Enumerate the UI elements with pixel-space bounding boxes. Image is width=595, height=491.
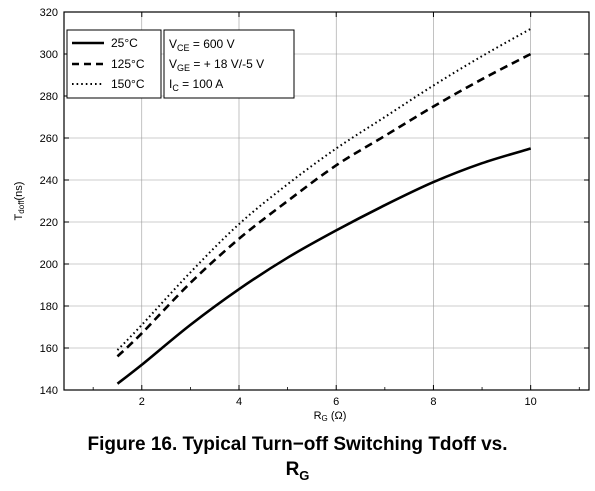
axis-ticks: 140 160 180 200 220 240 260 280 300 320 2 4 6 8 10 — [40, 7, 589, 408]
y-tick-label-140: 140 — [40, 385, 58, 397]
x-axis-title: RG (Ω) — [314, 410, 347, 423]
caption-symbol: R — [285, 459, 300, 480]
condition-ic-value: = 100 A — [179, 77, 223, 91]
condition-vge-subscript: GE — [177, 63, 190, 73]
y-tick-label-260: 260 — [40, 133, 58, 145]
legend: 25°C 125°C 150°C — [66, 29, 162, 99]
series-line-1 — [116, 52, 532, 358]
condition-vce-subscript: CE — [177, 43, 190, 53]
y-tick-label-280: 280 — [40, 91, 58, 103]
y-tick-label-220: 220 — [40, 217, 58, 229]
y-tick-label-160: 160 — [40, 343, 58, 355]
x-axis-title-subscript: G — [322, 414, 328, 423]
y-tick-label-320: 320 — [40, 7, 58, 19]
condition-vce-symbol: V — [169, 37, 177, 51]
series-group — [116, 27, 532, 385]
y-axis-title-main: T — [13, 213, 25, 220]
x-tick-label-2: 2 — [139, 396, 145, 408]
caption-line-1: Figure 16. Typical Turn−off Switching Td… — [87, 434, 508, 455]
condition-vce: VCE = 600 V — [169, 37, 235, 53]
y-axis-title-unit: (ns) — [13, 182, 25, 201]
y-tick-label-200: 200 — [40, 259, 58, 271]
x-tick-label-4: 4 — [236, 396, 242, 408]
caption-subscript: G — [299, 468, 310, 483]
y-axis-title-subscript: doff — [17, 200, 26, 214]
condition-ic-symbol: I — [169, 77, 172, 91]
figure-caption: Figure 16. Typical Turn−off Switching Td… — [0, 432, 595, 488]
legend-label-25c: 25°C — [111, 36, 138, 50]
legend-box — [66, 29, 162, 99]
legend-label-125c: 125°C — [111, 57, 145, 71]
condition-vge: VGE = + 18 V/-5 V — [169, 57, 264, 73]
plot-frame — [63, 11, 590, 391]
x-tick-label-8: 8 — [430, 396, 436, 408]
legend-label-150c: 150°C — [111, 77, 145, 91]
caption-line-2: RG — [0, 457, 595, 488]
y-tick-label-240: 240 — [40, 175, 58, 187]
x-tick-label-6: 6 — [333, 396, 339, 408]
x-axis-title-unit: (Ω) — [328, 410, 347, 422]
y-tick-label-300: 300 — [40, 49, 58, 61]
condition-vge-symbol: V — [169, 57, 177, 71]
conditions-box — [163, 29, 295, 99]
x-axis-title-main: R — [314, 410, 322, 422]
condition-ic: IC = 100 A — [169, 77, 223, 93]
series-line-0 — [116, 147, 532, 385]
condition-vce-value: = 600 V — [190, 37, 235, 51]
x-tick-label-10: 10 — [525, 396, 537, 408]
condition-ic-subscript: C — [172, 83, 179, 93]
y-axis-title: Tdoff(ns) — [13, 182, 26, 221]
condition-vge-value: = + 18 V/-5 V — [190, 57, 264, 71]
chart: 140 160 180 200 220 240 260 280 300 320 2 4 6 8 10 25°… — [13, 7, 590, 423]
conditions-annotation: VCE = 600 V VGE = + 18 V/-5 V IC = 100 A — [163, 29, 295, 99]
y-tick-label-180: 180 — [40, 301, 58, 313]
